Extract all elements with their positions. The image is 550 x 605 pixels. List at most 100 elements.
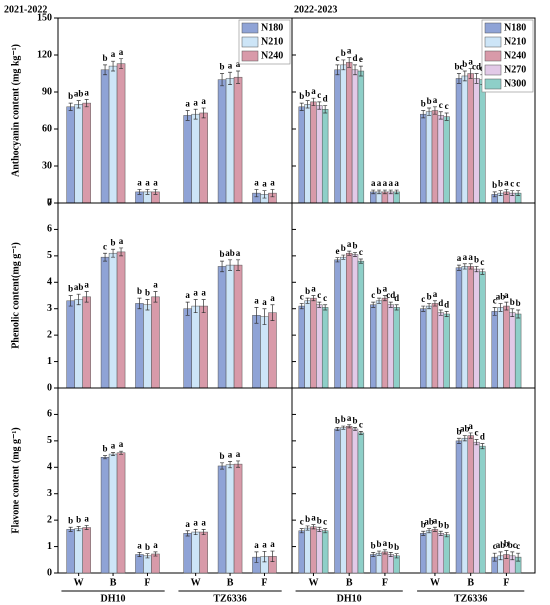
significance-letter: b [103,444,108,454]
error-bar [185,530,190,537]
bar [443,534,450,574]
significance-letter: a [347,46,352,56]
bar [74,104,83,204]
bar [503,305,510,389]
error-bar [358,430,363,435]
y-tick-label: 5 [47,250,52,261]
error-bar [432,526,437,532]
x-tick-label: B [227,577,234,588]
significance-letter: a [262,539,267,549]
error-bar [394,304,399,311]
significance-letter: a [311,513,316,523]
error-bar [335,257,340,263]
error-bar [421,530,426,536]
legend-label: N210 [504,36,526,47]
significance-letter: b [421,99,426,109]
significance-letter: c [300,291,304,301]
error-bar [68,295,73,307]
significance-letter: a [228,450,233,460]
y-tick-label: 3 [47,488,52,499]
significance-letter: ab [74,89,84,99]
legend-label: N180 [261,22,283,33]
significance-letter: b [516,298,521,308]
significance-letter: a [84,280,89,290]
bar [467,435,474,574]
error-bar [299,303,304,310]
significance-letter: a [111,441,116,451]
significance-letter: c [359,247,363,257]
bar [375,552,383,574]
bar [82,296,91,389]
bar [467,73,474,204]
error-bar [76,293,81,306]
bar [425,530,433,574]
bar [357,432,365,574]
bar [183,115,192,204]
significance-letter: a [111,49,116,59]
error-bar [111,248,116,258]
error-bar [137,297,142,310]
error-bar [456,73,461,84]
error-bar [394,553,399,559]
error-bar [353,64,358,76]
bar [100,69,110,204]
error-bar [468,263,473,270]
significance-letter: b [137,286,142,296]
significance-letter: a [201,517,206,527]
significance-letter: a [383,284,388,294]
bar [479,271,486,389]
bar [461,437,468,574]
significance-letter: c [317,290,321,300]
error-bar [516,190,521,196]
bar [393,307,400,389]
bar [387,304,394,389]
significance-letter: ab [460,424,470,434]
bar [310,297,317,389]
y-axis-label: Anthocyanin content (mg kg⁻¹) [10,44,21,177]
error-bar [119,450,124,455]
significance-letter: b [299,91,304,101]
bar [455,267,463,389]
error-bar [228,259,233,271]
significance-letter: e [335,246,339,256]
bar [370,554,377,574]
group-label: TZ6336 [213,593,246,604]
bar [298,305,305,389]
error-bar [185,110,190,121]
significance-letter: b [305,89,310,99]
bar [321,109,329,204]
error-bar [323,528,328,534]
error-bar [480,443,485,450]
error-bar [323,105,328,114]
error-bar [193,529,198,536]
error-bar [236,259,241,271]
significance-letter: d [353,53,358,63]
error-bar [270,189,275,198]
error-bar [371,189,376,195]
x-tick-label: F [144,577,150,588]
x-tick-label: W [430,577,440,588]
bar [225,264,235,389]
bar [183,533,192,574]
bar [473,441,480,574]
bar [233,264,243,389]
significance-letter: a [236,248,241,258]
bar [100,256,110,389]
error-bar [427,303,432,310]
group-label: DH10 [101,593,126,604]
bar [316,529,323,574]
bar [461,75,468,204]
error-bar [504,189,509,195]
error-bar [137,552,142,557]
bar [351,69,359,204]
significance-letter: c [445,101,449,111]
significance-letter: c [359,419,363,429]
bar [260,316,269,389]
error-bar [317,101,322,110]
error-bar [498,551,503,561]
error-bar [305,525,310,531]
bar [100,456,110,574]
significance-letter: a [457,253,462,263]
error-bar [311,97,316,106]
bar [479,445,486,574]
